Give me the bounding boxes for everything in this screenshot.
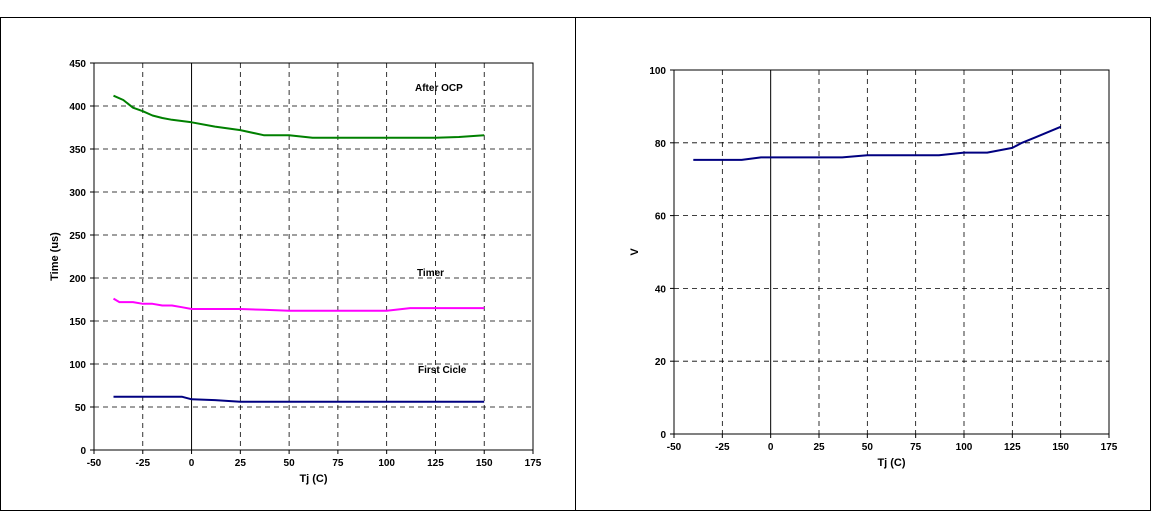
grid — [674, 70, 1109, 434]
y-tick-label: 350 — [69, 145, 86, 156]
x-tick-label: 0 — [189, 458, 195, 469]
series-annotation: After OCP — [415, 83, 463, 94]
y-tick-label: 150 — [69, 317, 86, 328]
y-tick-label: 40 — [655, 284, 667, 295]
x-tick-label: 175 — [525, 458, 542, 469]
y-tick-label: 200 — [69, 274, 86, 285]
voltage-vs-temperature-chart: -50 -25 0 25 50 75 100 125 150 175 0 20 40 60 80 100 Tj … — [629, 66, 1118, 469]
x-tick-label: -50 — [87, 458, 102, 469]
y-tick-label: 100 — [649, 66, 666, 77]
x-tick-label: 150 — [476, 458, 493, 469]
x-tick-label: 25 — [813, 442, 825, 453]
y-axis-title: V — [629, 248, 641, 256]
x-tick-label: 0 — [768, 442, 774, 453]
series-line-0 — [113, 94, 485, 139]
y-tick-label: 100 — [69, 360, 86, 371]
y-tick-label: 400 — [69, 102, 86, 113]
x-tick-label: 175 — [1101, 442, 1118, 453]
y-tick-label: 20 — [655, 357, 667, 368]
x-tick-label: 150 — [1052, 442, 1069, 453]
y-tick-label: 80 — [655, 139, 667, 150]
x-tick-label: 125 — [1004, 442, 1021, 453]
x-axis-title: Tj (C) — [877, 457, 905, 469]
series-line-1 — [112, 297, 485, 312]
x-tick-label: 75 — [910, 442, 922, 453]
series-line-0 — [693, 125, 1062, 161]
y-axis-title: Time (us) — [49, 232, 61, 281]
chart-panel-time: -50 -25 0 25 50 75 100 125 150 175 0 50 100 150 200 250… — [0, 17, 576, 511]
y-tick-label: 0 — [80, 446, 86, 457]
y-tick-label: 0 — [660, 430, 666, 441]
x-tick-label: 100 — [378, 458, 395, 469]
x-tick-label: -25 — [136, 458, 151, 469]
x-tick-label: 125 — [427, 458, 444, 469]
x-axis-title: Tj (C) — [299, 473, 327, 485]
x-tick-label: 100 — [956, 442, 973, 453]
x-tick-label: 75 — [332, 458, 344, 469]
series-annotation: Timer — [417, 268, 444, 279]
plot-area-border — [93, 62, 534, 451]
y-tick-label: 50 — [75, 403, 87, 414]
y-tick-label: 300 — [69, 188, 86, 199]
x-tick-label: -50 — [667, 442, 682, 453]
x-tick-label: 50 — [862, 442, 874, 453]
y-tick-label: 250 — [69, 231, 86, 242]
series-annotation: First Cicle — [418, 365, 467, 376]
x-tick-label: -25 — [715, 442, 730, 453]
time-vs-temperature-chart: -50 -25 0 25 50 75 100 125 150 175 0 50 100 150 200 250… — [49, 59, 542, 485]
chart-panel-voltage: -50 -25 0 25 50 75 100 125 150 175 0 20 40 60 80 100 Tj … — [575, 17, 1151, 511]
series-line-2 — [113, 395, 485, 403]
x-tick-label: 25 — [235, 458, 247, 469]
y-tick-label: 60 — [655, 212, 667, 223]
y-tick-label: 450 — [69, 59, 86, 70]
grid — [94, 63, 533, 450]
x-tick-label: 50 — [284, 458, 296, 469]
plot-area-border — [673, 69, 1110, 435]
